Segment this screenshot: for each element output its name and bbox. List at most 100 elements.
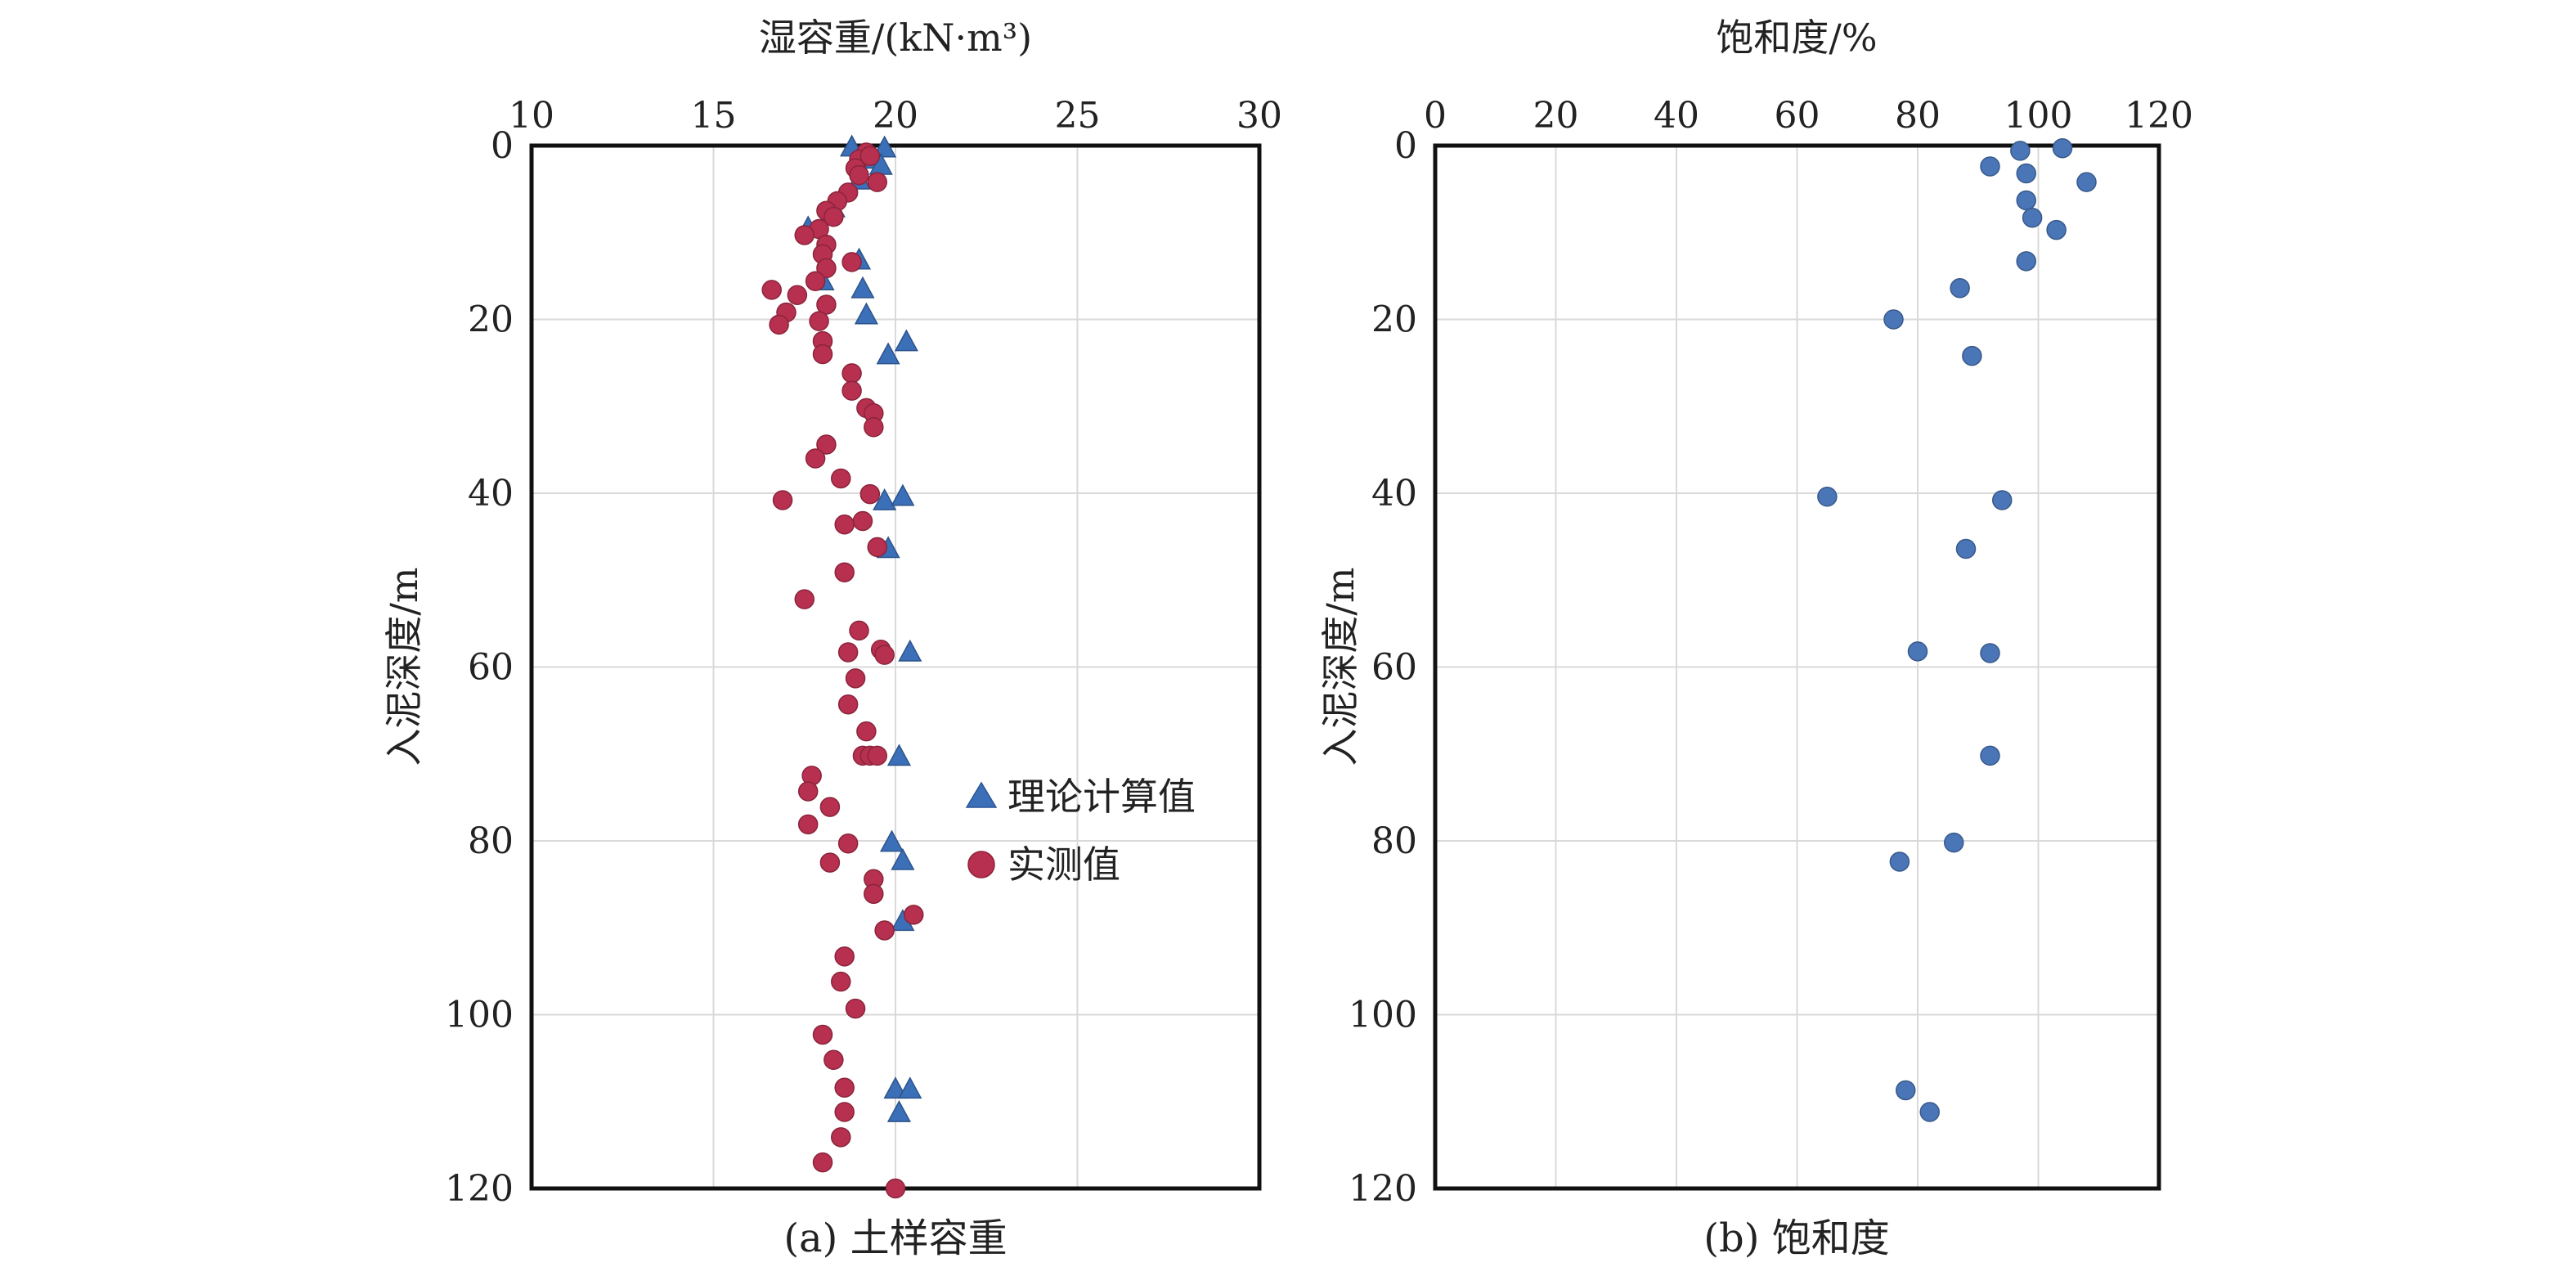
chart-a-y-axis-title: 入泥深度/m — [382, 567, 426, 766]
chart-b-x-tick-label: 100 — [2004, 95, 2073, 137]
chart-a-point-triangle — [886, 1099, 912, 1122]
chart-b-point-circle — [1889, 851, 1910, 872]
chart-a-point-circle — [874, 645, 895, 665]
chart-a-point-circle — [834, 562, 855, 582]
chart-a-point-circle — [837, 642, 859, 663]
chart-a-point-circle — [794, 225, 815, 245]
chart-a-point-circle — [812, 1152, 833, 1173]
chart-a-point-circle — [819, 852, 841, 873]
chart-b-x-tick-label: 60 — [1775, 95, 1820, 137]
chart-a-point-circle — [845, 668, 866, 689]
chart-b-x-axis-title: 饱和度/% — [1716, 16, 1877, 60]
chart-a-point-circle — [824, 206, 844, 227]
chart-b-point-circle — [1896, 1080, 1916, 1101]
chart-a-point-circle — [797, 781, 819, 802]
chart-a-x-tick-label: 20 — [873, 95, 918, 137]
chart-a-x-tick-label: 25 — [1055, 95, 1101, 137]
chart-a-point-circle — [864, 417, 884, 438]
chart-a-caption: (a) 土样容重 — [783, 1215, 1007, 1261]
chart-a-point-circle — [874, 920, 895, 941]
chart-b-y-axis-title: 入泥深度/m — [1318, 567, 1362, 766]
chart-a-y-tick-label: 60 — [468, 647, 514, 689]
chart-a-y-tick-label: 20 — [468, 299, 514, 341]
chart-b-y-tick-label: 100 — [1349, 995, 1417, 1036]
chart-a-point-circle — [837, 833, 859, 854]
chart-b-point-circle — [2022, 207, 2043, 228]
chart-b-point-circle — [2016, 163, 2036, 184]
chart-a: 10 15 20 25 30 0 20 40 60 80 100 120 湿容重/(kN·m³) 入… — [382, 16, 1282, 1261]
chart-a-point-circle — [859, 146, 881, 166]
chart-a-point-circle — [849, 164, 869, 186]
chart-b-point-circle — [2076, 172, 2097, 192]
chart-b-x-tick-label: 40 — [1654, 95, 1699, 137]
chart-b-plot-frame — [1433, 143, 2161, 1191]
chart-b-point-circle — [1907, 641, 1928, 662]
chart-a-point-triangle — [898, 1076, 922, 1099]
legend-triangle-marker — [965, 781, 998, 808]
chart-b-y-tick-label: 40 — [1371, 473, 1417, 514]
chart-b-points — [1817, 137, 2097, 1122]
chart-a-point-triangle — [879, 829, 904, 852]
chart-a-point-circle — [809, 311, 829, 331]
chart-a-point-triangle — [883, 1076, 908, 1099]
chart-a-point-triangle — [891, 483, 915, 506]
chart-b-x-tick-label: 20 — [1533, 95, 1579, 137]
chart-b-caption: (b) 饱和度 — [1703, 1215, 1889, 1261]
chart-a-y-ticks: 0 20 40 60 80 100 120 — [445, 125, 514, 1210]
chart-a-point-circle — [841, 252, 862, 272]
chart-a-point-circle — [816, 434, 837, 455]
chart-a-point-triangle — [876, 342, 900, 365]
chart-a-point-circle — [867, 745, 887, 766]
chart-b-point-circle — [1944, 832, 1964, 853]
chart-a-point-circle — [816, 258, 837, 279]
chart-a-point-circle — [816, 294, 837, 315]
chart-a-point-circle — [794, 589, 815, 609]
chart-b-point-circle — [2046, 219, 2067, 240]
chart-a-x-tick-label: 10 — [509, 95, 554, 137]
chart-a-point-circle — [852, 510, 873, 532]
chart-a-points — [761, 134, 924, 1199]
chart-a-point-circle — [867, 537, 887, 558]
chart-b-point-circle — [1955, 538, 1977, 559]
chart-b: 0 20 40 60 80 100 120 0 20 40 60 80 100 120 饱和度/% 入泥… — [1318, 16, 2193, 1261]
chart-a-point-circle — [845, 998, 866, 1019]
chart-a-grid — [531, 145, 1260, 1189]
legend-circle-marker — [967, 851, 995, 878]
chart-a-x-tick-label: 30 — [1236, 95, 1282, 137]
chart-a-point-circle — [761, 280, 782, 300]
chart-b-point-circle — [1919, 1102, 1940, 1122]
chart-a-point-circle — [841, 380, 862, 401]
chart-a-point-circle — [831, 468, 851, 489]
chart-b-point-circle — [2010, 141, 2031, 161]
chart-a-point-circle — [805, 448, 826, 469]
chart-a-point-circle — [824, 1049, 844, 1070]
chart-a-point-circle — [812, 344, 833, 365]
chart-a-point-circle — [841, 363, 862, 384]
chart-a-point-circle — [837, 694, 859, 715]
chart-a-point-circle — [834, 946, 855, 967]
legend-label-theory: 理论计算值 — [1008, 775, 1196, 819]
chart-a-point-circle — [849, 620, 869, 641]
chart-b-x-tick-label: 80 — [1895, 95, 1941, 137]
chart-b-point-circle — [1980, 745, 2000, 766]
chart-a-point-circle — [885, 1178, 906, 1199]
chart-b-x-ticks: 0 20 40 60 80 100 120 — [1424, 95, 2193, 137]
chart-b-point-circle — [2016, 190, 2036, 211]
chart-a-point-circle — [834, 1102, 855, 1122]
chart-a-point-circle — [797, 814, 819, 835]
chart-a-point-circle — [864, 883, 884, 905]
chart-b-point-circle — [1883, 309, 1904, 330]
chart-a-point-circle — [904, 905, 924, 925]
chart-a-point-triangle — [894, 329, 918, 352]
chart-b-point-circle — [2016, 251, 2036, 272]
chart-a-point-circle — [856, 721, 877, 742]
chart-a-point-triangle — [850, 276, 875, 299]
chart-b-y-ticks: 0 20 40 60 80 100 120 — [1349, 125, 1417, 1210]
chart-b-point-circle — [1950, 278, 1970, 299]
chart-a-x-axis-title: 湿容重/(kN·m³) — [759, 16, 1032, 60]
legend-label-measured: 实测值 — [1008, 842, 1120, 887]
chart-b-grid — [1434, 145, 2160, 1189]
chart-b-y-tick-label: 0 — [1394, 125, 1417, 167]
chart-a-point-circle — [867, 172, 887, 192]
